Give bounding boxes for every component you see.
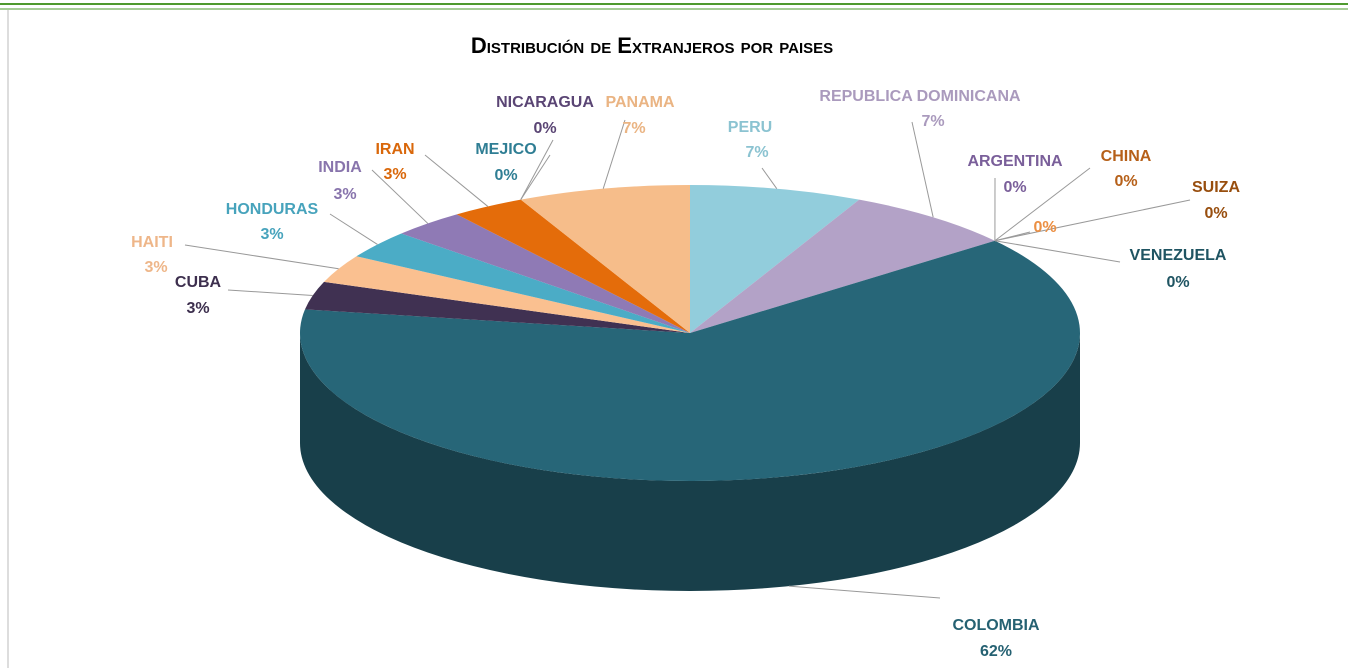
- category-label: CUBA: [175, 274, 222, 291]
- category-label: CHINA: [1101, 148, 1152, 165]
- leader-line: [994, 167, 1091, 242]
- value-label: 3%: [260, 226, 283, 243]
- leader-line: [227, 289, 313, 296]
- value-label: 3%: [333, 186, 356, 203]
- value-label: 0%: [1166, 274, 1189, 291]
- slice: [304, 281, 690, 333]
- leader-line: [520, 154, 551, 200]
- category-label: PANAMA: [605, 94, 674, 111]
- slice: [299, 240, 1080, 481]
- value-label: 0%: [494, 167, 517, 184]
- category-label: ARGENTINA: [967, 153, 1063, 170]
- category-label: IRAN: [375, 141, 414, 158]
- leader-line: [602, 119, 626, 189]
- leader-line: [994, 231, 1031, 242]
- chart-title: Distribución de Extranjeros por paises: [471, 33, 833, 58]
- leader-line: [994, 240, 1121, 263]
- value-label: 3%: [383, 166, 406, 183]
- category-label: HONDURAS: [226, 201, 319, 218]
- leader-line: [520, 139, 554, 200]
- value-label: 7%: [921, 113, 944, 130]
- value-label: 62%: [980, 643, 1012, 660]
- slice: [690, 185, 860, 333]
- category-label: REPUBLICA DOMINICANA: [819, 88, 1021, 105]
- value-label: 3%: [186, 300, 209, 317]
- leader-line: [329, 213, 378, 245]
- leader-line: [371, 169, 429, 224]
- category-label: INDIA: [318, 159, 362, 176]
- value-label: 7%: [622, 120, 645, 137]
- value-label: 0%: [1033, 219, 1056, 236]
- category-label: MEJICO: [475, 141, 536, 158]
- leader-line: [994, 199, 1191, 242]
- value-label: 0%: [1003, 179, 1026, 196]
- category-label: VENEZUELA: [1130, 247, 1227, 264]
- slice-side: [300, 333, 1080, 591]
- leader-line: [424, 154, 489, 207]
- category-label: PERU: [728, 119, 772, 136]
- slice: [356, 233, 690, 333]
- leader-line: [761, 167, 778, 190]
- category-label: SUIZA: [1192, 179, 1240, 196]
- category-label: COLOMBIA: [952, 617, 1040, 634]
- leader-line: [788, 585, 941, 599]
- value-label: 0%: [1204, 205, 1227, 222]
- slice: [520, 185, 690, 333]
- category-label: NICARAGUA: [496, 94, 594, 111]
- slice: [690, 199, 995, 333]
- category-label: HAITI: [131, 234, 173, 251]
- leader-line: [911, 121, 934, 218]
- slice: [456, 199, 690, 333]
- value-label: 7%: [745, 144, 768, 161]
- value-label: 0%: [533, 120, 556, 137]
- value-label: 0%: [1114, 173, 1137, 190]
- slice: [401, 214, 690, 333]
- leader-line: [184, 244, 339, 270]
- value-label: 3%: [144, 259, 167, 276]
- slice: [323, 256, 690, 333]
